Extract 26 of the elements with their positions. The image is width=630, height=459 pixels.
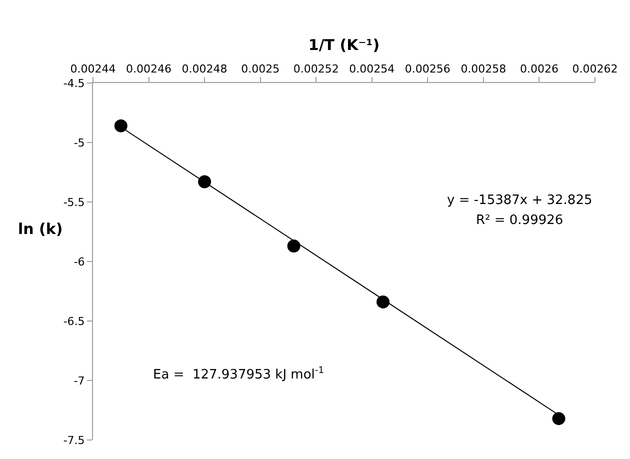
y-tick-label: -5	[74, 136, 85, 150]
y-tick-label: -7.5	[63, 434, 85, 447]
x-tick-label: 0.00244	[70, 62, 116, 76]
y-tick-label: -5.5	[63, 196, 85, 209]
y-tick-label: -6.5	[63, 314, 85, 328]
x-tick-label: 0.0025	[241, 62, 280, 76]
x-tick-label: 0.00256	[404, 62, 450, 76]
annotation: y = -15387x + 32.825	[447, 193, 592, 208]
point	[552, 412, 566, 426]
y-tick-label: -7	[74, 374, 85, 388]
x-tick-label: 0.00258	[460, 62, 506, 76]
y-axis-title: ln (k)	[18, 220, 63, 238]
annotation: R² = 0.99926	[476, 213, 564, 228]
y-tick-label: -4.5	[63, 76, 85, 90]
x-tick-label: 0.00262	[572, 62, 618, 76]
y-tick-label: -6	[74, 255, 85, 268]
x-tick-label: 0.00246	[126, 62, 172, 76]
x-tick-label: 0.0026	[520, 62, 558, 76]
point	[287, 240, 300, 253]
x-axis-title: 1/T (K⁻¹)	[308, 36, 380, 54]
point	[114, 119, 128, 132]
x-tick-label: 0.00252	[293, 62, 339, 76]
x-tick-label: 0.00254	[349, 62, 395, 76]
x-tick-label: 0.00248	[182, 62, 228, 76]
annotation: Ea = 127.937953 kJ mol$^{-1}$	[153, 366, 324, 382]
point	[376, 295, 390, 308]
